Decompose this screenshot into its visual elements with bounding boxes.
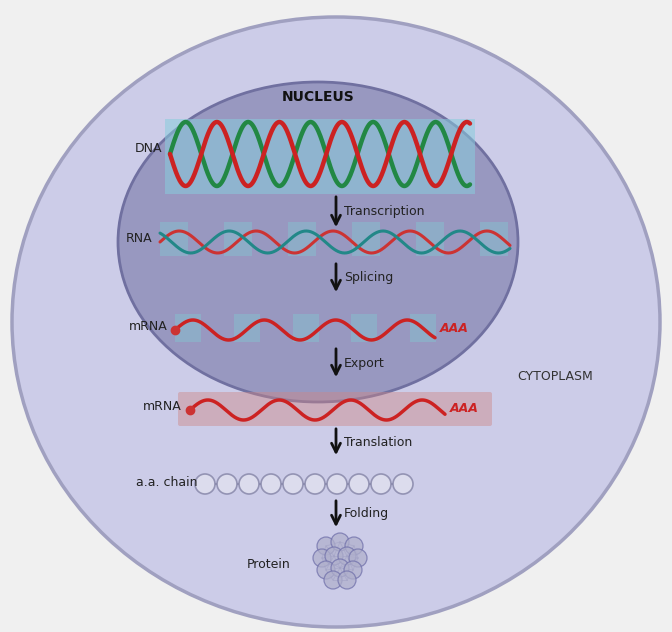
Circle shape	[331, 533, 349, 551]
Circle shape	[331, 559, 349, 577]
FancyBboxPatch shape	[165, 119, 475, 194]
Circle shape	[317, 561, 335, 579]
Circle shape	[345, 537, 363, 555]
Circle shape	[349, 549, 367, 567]
FancyBboxPatch shape	[351, 314, 377, 342]
Circle shape	[317, 537, 335, 555]
FancyBboxPatch shape	[178, 392, 492, 426]
FancyBboxPatch shape	[292, 314, 319, 342]
FancyBboxPatch shape	[224, 222, 252, 256]
Text: Translation: Translation	[344, 435, 412, 449]
FancyBboxPatch shape	[160, 222, 188, 256]
Circle shape	[349, 474, 369, 494]
Circle shape	[239, 474, 259, 494]
FancyBboxPatch shape	[410, 314, 436, 342]
Text: a.a. chain: a.a. chain	[136, 475, 197, 489]
Circle shape	[305, 474, 325, 494]
Ellipse shape	[118, 82, 518, 402]
Text: mRNA: mRNA	[129, 320, 168, 334]
FancyBboxPatch shape	[288, 222, 316, 256]
FancyBboxPatch shape	[234, 314, 260, 342]
Circle shape	[344, 561, 362, 579]
Text: Splicing: Splicing	[344, 272, 393, 284]
Text: Protein: Protein	[246, 559, 290, 571]
Circle shape	[371, 474, 391, 494]
Circle shape	[217, 474, 237, 494]
Text: RNA: RNA	[126, 233, 152, 245]
Text: Transcription: Transcription	[344, 205, 425, 219]
Circle shape	[393, 474, 413, 494]
Ellipse shape	[12, 17, 660, 627]
Circle shape	[261, 474, 281, 494]
Circle shape	[324, 571, 342, 589]
Text: AAA: AAA	[450, 401, 479, 415]
Text: Export: Export	[344, 356, 385, 370]
FancyBboxPatch shape	[352, 222, 380, 256]
FancyBboxPatch shape	[480, 222, 508, 256]
FancyBboxPatch shape	[416, 222, 444, 256]
Circle shape	[327, 474, 347, 494]
Text: mRNA: mRNA	[143, 401, 182, 413]
Circle shape	[283, 474, 303, 494]
Text: NUCLEUS: NUCLEUS	[282, 90, 354, 104]
Text: CYTOPLASM: CYTOPLASM	[517, 370, 593, 384]
Text: AAA: AAA	[440, 322, 469, 334]
Circle shape	[195, 474, 215, 494]
Circle shape	[338, 547, 356, 565]
FancyBboxPatch shape	[175, 314, 201, 342]
Circle shape	[325, 547, 343, 565]
Circle shape	[313, 549, 331, 567]
Text: DNA: DNA	[134, 142, 162, 155]
Text: Folding: Folding	[344, 507, 389, 521]
Circle shape	[338, 571, 356, 589]
